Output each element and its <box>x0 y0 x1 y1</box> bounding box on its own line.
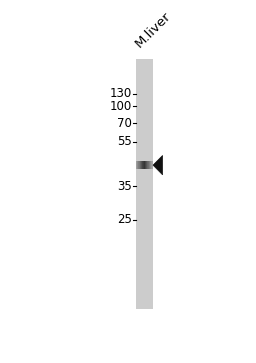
Bar <box>136 59 153 309</box>
Bar <box>148 161 149 170</box>
Text: 55: 55 <box>117 135 132 148</box>
Bar <box>147 161 148 170</box>
Bar <box>142 161 143 170</box>
Bar <box>143 161 144 170</box>
Bar <box>140 161 141 170</box>
Bar <box>137 161 138 170</box>
Bar <box>136 161 137 170</box>
Bar <box>139 161 140 170</box>
Bar <box>146 161 147 170</box>
Bar <box>149 161 150 170</box>
Text: 35: 35 <box>117 180 132 193</box>
Text: 130: 130 <box>110 87 132 101</box>
Bar <box>144 161 145 170</box>
Bar <box>151 161 152 170</box>
Bar <box>141 161 142 170</box>
Bar <box>145 161 146 170</box>
Text: 25: 25 <box>117 213 132 226</box>
Bar <box>138 161 139 170</box>
Polygon shape <box>153 155 163 175</box>
Text: 70: 70 <box>117 117 132 130</box>
Bar <box>152 161 153 170</box>
Text: 100: 100 <box>110 100 132 113</box>
Text: M.liver: M.liver <box>133 10 174 50</box>
Bar <box>150 161 151 170</box>
